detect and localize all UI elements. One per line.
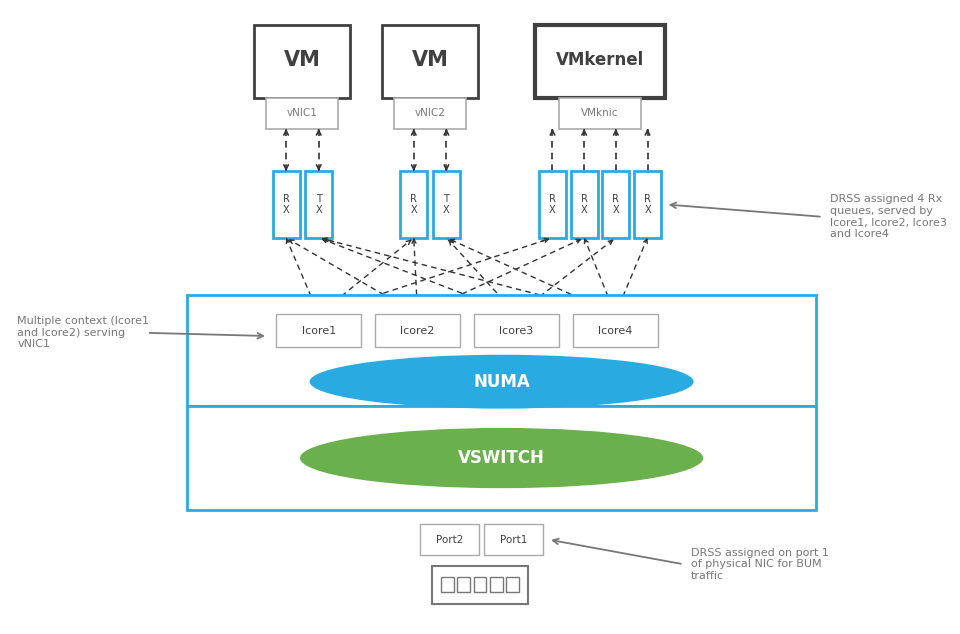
- FancyBboxPatch shape: [559, 98, 641, 129]
- Text: T
X: T X: [444, 193, 449, 216]
- FancyBboxPatch shape: [484, 524, 543, 555]
- Ellipse shape: [300, 428, 703, 488]
- FancyBboxPatch shape: [474, 577, 487, 592]
- FancyBboxPatch shape: [187, 406, 816, 510]
- Text: R
X: R X: [612, 193, 619, 216]
- Text: VMknic: VMknic: [581, 108, 619, 119]
- FancyBboxPatch shape: [491, 577, 503, 592]
- FancyBboxPatch shape: [603, 171, 630, 238]
- FancyBboxPatch shape: [420, 524, 479, 555]
- FancyBboxPatch shape: [573, 314, 658, 347]
- Text: VM: VM: [284, 50, 321, 70]
- Text: DRSS assigned on port 1
of physical NIC for BUM
traffic: DRSS assigned on port 1 of physical NIC …: [691, 548, 829, 581]
- Text: VSWITCH: VSWITCH: [458, 449, 545, 467]
- FancyBboxPatch shape: [433, 171, 460, 238]
- FancyBboxPatch shape: [187, 295, 816, 406]
- Text: R
X: R X: [644, 193, 651, 216]
- Ellipse shape: [309, 354, 693, 408]
- FancyBboxPatch shape: [442, 577, 454, 592]
- Text: vNIC2: vNIC2: [415, 108, 445, 119]
- Text: VM: VM: [412, 50, 448, 70]
- FancyBboxPatch shape: [267, 98, 339, 129]
- FancyBboxPatch shape: [474, 314, 559, 347]
- FancyBboxPatch shape: [540, 171, 566, 238]
- FancyBboxPatch shape: [254, 25, 350, 98]
- Text: vNIC1: vNIC1: [287, 108, 318, 119]
- FancyBboxPatch shape: [634, 171, 660, 238]
- FancyBboxPatch shape: [395, 98, 467, 129]
- Text: lcore1: lcore1: [301, 326, 336, 336]
- FancyBboxPatch shape: [570, 171, 597, 238]
- Text: R
X: R X: [282, 193, 290, 216]
- FancyBboxPatch shape: [305, 171, 332, 238]
- FancyBboxPatch shape: [382, 25, 478, 98]
- FancyBboxPatch shape: [458, 577, 470, 592]
- FancyBboxPatch shape: [276, 314, 361, 347]
- Text: R
X: R X: [549, 193, 556, 216]
- FancyBboxPatch shape: [432, 566, 528, 604]
- FancyBboxPatch shape: [507, 577, 519, 592]
- Text: DRSS assigned 4 Rx
queues, served by
lcore1, lcore2, lcore3
and lcore4: DRSS assigned 4 Rx queues, served by lco…: [830, 195, 948, 239]
- Text: Multiple context (lcore1
and lcore2) serving
vNIC1: Multiple context (lcore1 and lcore2) ser…: [17, 316, 150, 349]
- FancyBboxPatch shape: [400, 171, 427, 238]
- Text: lcore2: lcore2: [400, 326, 435, 336]
- Text: Port1: Port1: [500, 534, 527, 545]
- Text: R
X: R X: [581, 193, 588, 216]
- Text: lcore3: lcore3: [499, 326, 534, 336]
- FancyBboxPatch shape: [375, 314, 460, 347]
- Text: Port2: Port2: [436, 534, 463, 545]
- FancyBboxPatch shape: [273, 171, 300, 238]
- Text: VMkernel: VMkernel: [556, 51, 644, 69]
- Text: T
X: T X: [316, 193, 322, 216]
- Text: lcore4: lcore4: [598, 326, 633, 336]
- FancyBboxPatch shape: [536, 25, 664, 98]
- Text: NUMA: NUMA: [473, 373, 530, 391]
- Text: R
X: R X: [410, 193, 418, 216]
